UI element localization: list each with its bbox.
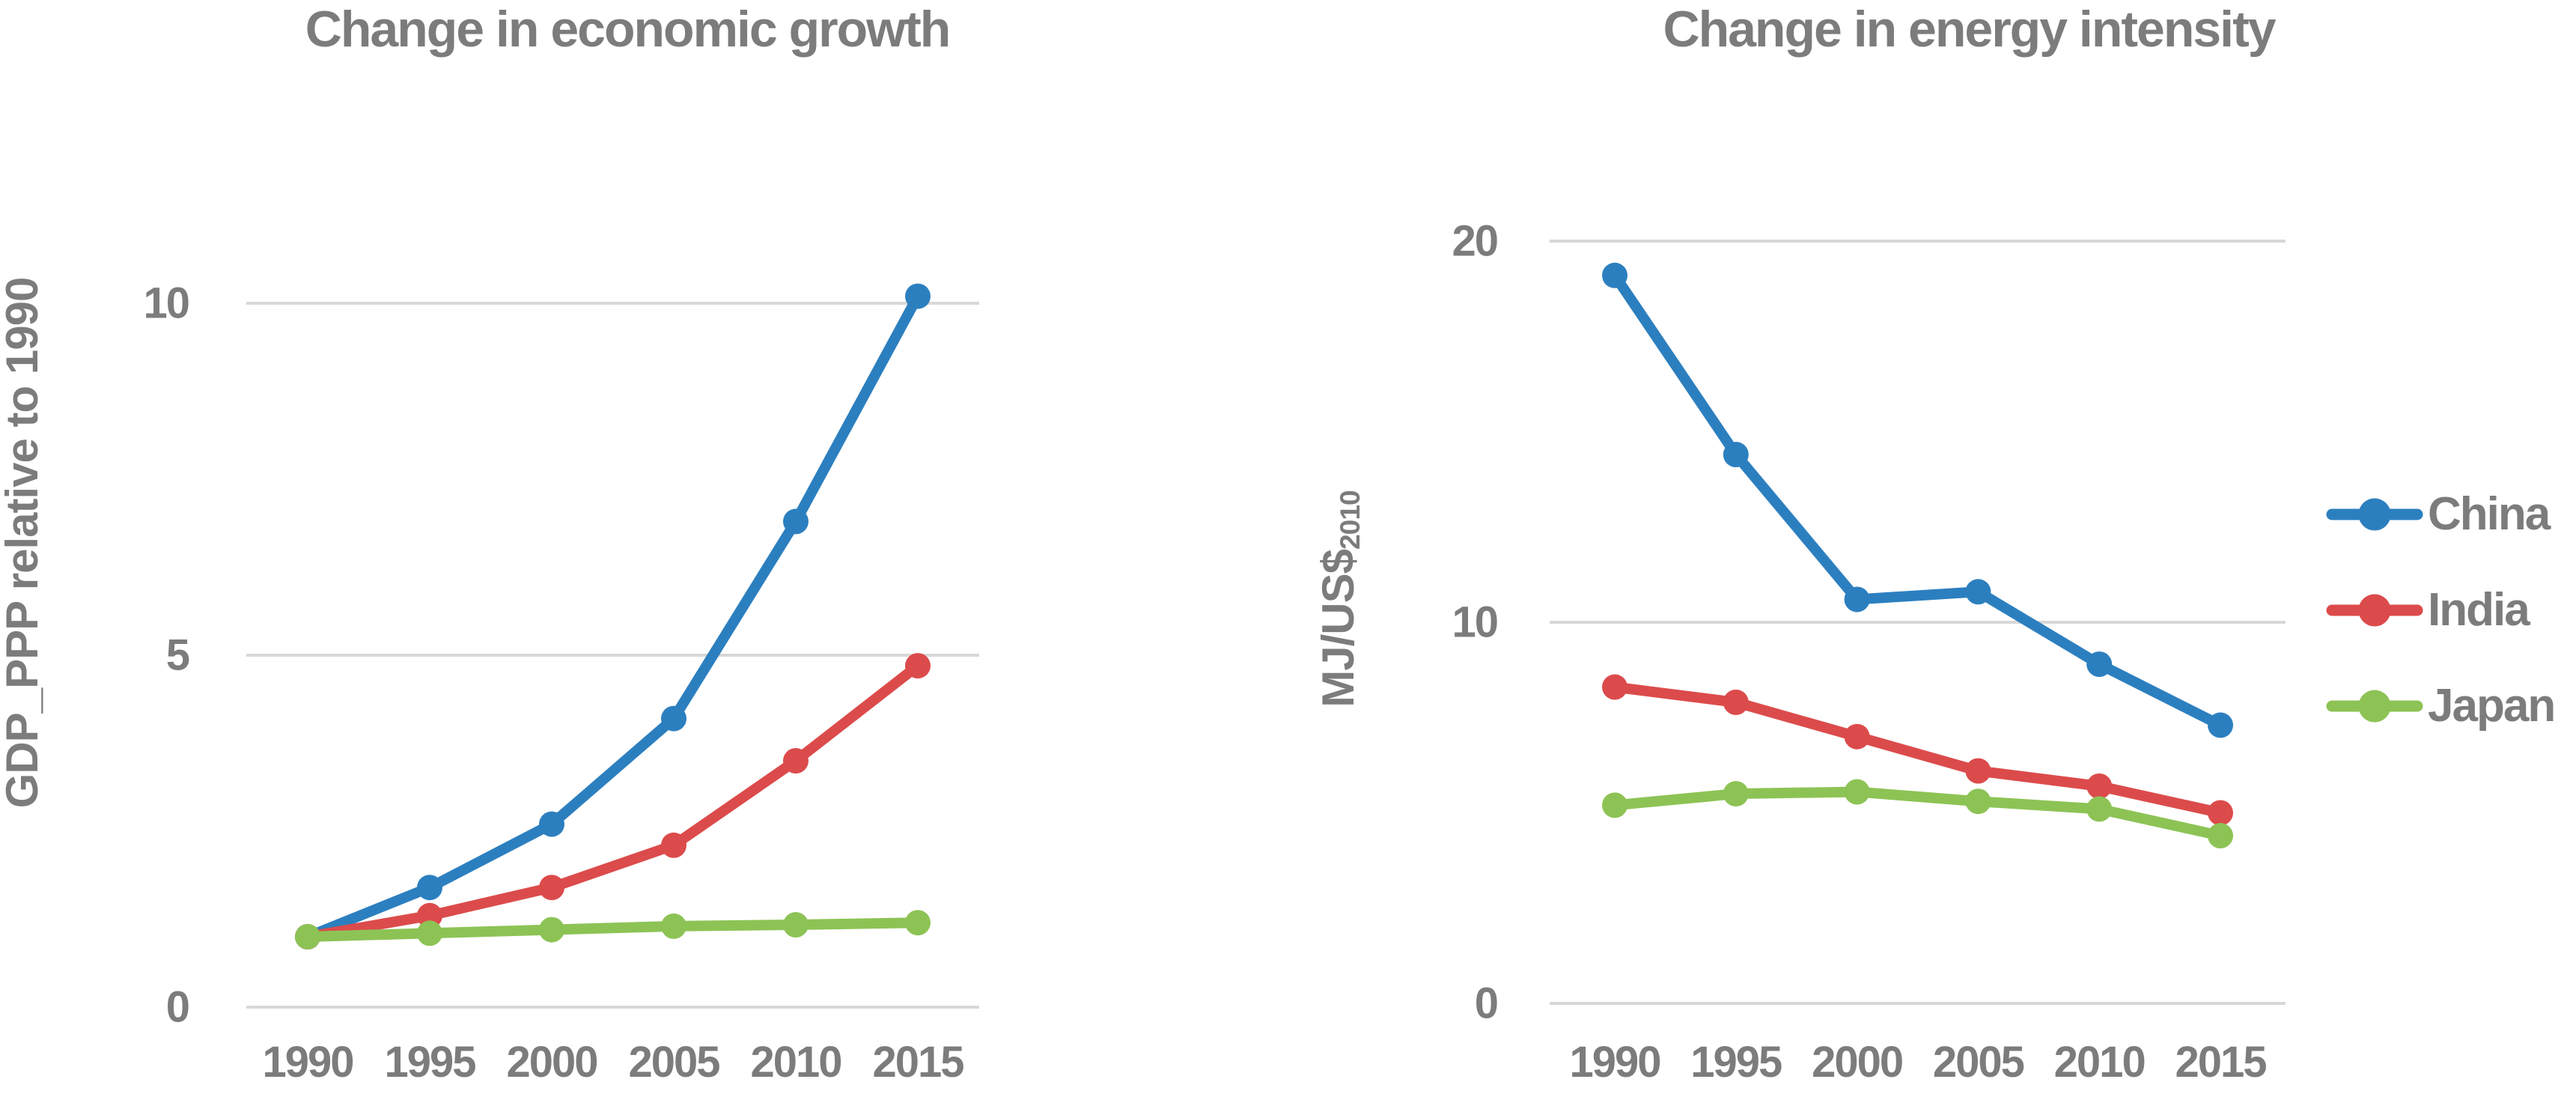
data-point-japan-1995 <box>1723 781 1749 807</box>
data-point-china-2000 <box>1844 586 1870 613</box>
chart-title: Change in energy intensity <box>1663 1 2276 58</box>
x-tick-label: 2010 <box>2054 1038 2145 1087</box>
y-tick-label: 20 <box>1452 217 1497 266</box>
data-point-china-2005 <box>661 705 686 732</box>
data-point-china-2015 <box>905 283 931 309</box>
data-point-india-2005 <box>661 832 686 858</box>
x-tick-label: 2000 <box>506 1038 597 1087</box>
legend-item-japan: Japan <box>2325 675 2556 736</box>
data-point-india-2010 <box>783 748 809 774</box>
x-tick-label: 1995 <box>384 1038 475 1087</box>
y-axis-title: GDP_PPP relative to 1990 <box>0 278 47 809</box>
data-point-india-2000 <box>539 875 564 901</box>
x-tick-label: 2010 <box>750 1038 841 1087</box>
data-point-japan-2015 <box>2208 823 2233 849</box>
legend-item-china: China <box>2325 484 2554 544</box>
data-point-china-1990 <box>1602 262 1627 288</box>
legend-label-japan: Japan <box>2428 679 2556 732</box>
y-tick-label: 10 <box>1452 598 1497 647</box>
y-axis-title: MJ/US$2010 <box>1313 490 1365 708</box>
data-point-india-1995 <box>417 902 442 929</box>
data-point-china-2010 <box>783 508 809 535</box>
data-point-china-2000 <box>539 811 564 837</box>
data-point-japan-2005 <box>661 913 686 939</box>
data-point-india-2000 <box>1844 723 1870 750</box>
energy-intensity-chart: 0 10 20 1990 1995 2000 2005 2010 2015 Change in e… <box>1313 1 2286 1087</box>
legend-label-india: India <box>2428 583 2530 636</box>
data-point-india-1995 <box>1723 689 1749 715</box>
data-point-india-1990 <box>1602 674 1627 700</box>
data-point-china-1995 <box>1723 442 1749 468</box>
x-tick-label: 2005 <box>1933 1038 2024 1087</box>
series-line-china <box>302 291 923 942</box>
data-point-japan-2000 <box>1844 779 1870 805</box>
data-point-china-1995 <box>417 875 442 901</box>
economic-growth-chart: 0 5 10 1990 1995 2000 2005 2010 2015 Change in ec… <box>0 1 979 1087</box>
data-point-japan-2015 <box>905 910 931 936</box>
data-point-japan-2000 <box>539 917 564 943</box>
y-tick-label: 5 <box>166 631 189 680</box>
data-point-japan-2010 <box>783 912 809 938</box>
series-line-japan <box>302 917 923 942</box>
chart-title: Change in economic growth <box>305 1 950 58</box>
data-point-india-2010 <box>2086 773 2113 799</box>
legend-item-india: India <box>2325 580 2554 640</box>
legend-label-china: China <box>2428 487 2551 540</box>
legend-line-marker-china <box>2326 498 2423 530</box>
series-line-japan <box>1610 786 2226 842</box>
x-tick-label: 1990 <box>262 1038 353 1087</box>
x-tick-label: 1990 <box>1569 1038 1660 1087</box>
x-tick-label: 2000 <box>1812 1038 1902 1087</box>
data-point-japan-1990 <box>295 924 320 949</box>
data-point-china-2005 <box>1965 579 1991 605</box>
data-point-japan-1995 <box>417 920 442 946</box>
data-point-japan-2005 <box>1965 788 1991 815</box>
x-tick-label: 1995 <box>1690 1038 1782 1087</box>
series-line-india <box>1610 681 2226 818</box>
legend-line-marker-india <box>2326 594 2423 626</box>
data-point-india-2015 <box>2208 800 2233 826</box>
y-tick-label: 0 <box>1475 979 1497 1028</box>
x-tick-label: 2015 <box>872 1038 963 1087</box>
y-tick-label: 10 <box>143 279 189 328</box>
data-point-india-2015 <box>905 653 931 679</box>
data-point-china-2015 <box>2208 712 2233 738</box>
x-tick-label: 2015 <box>2175 1038 2266 1087</box>
x-tick-label: 2005 <box>628 1038 719 1087</box>
data-point-china-2010 <box>2086 651 2113 677</box>
y-tick-label: 0 <box>166 983 189 1032</box>
legend: China India Japan <box>2325 484 2556 736</box>
data-point-japan-2010 <box>2086 796 2113 822</box>
legend-line-marker-japan <box>2326 690 2423 722</box>
data-point-japan-1990 <box>1602 792 1627 818</box>
data-point-india-2005 <box>1965 758 1991 784</box>
series-line-india <box>302 660 923 942</box>
series-line-china <box>1610 270 2226 731</box>
